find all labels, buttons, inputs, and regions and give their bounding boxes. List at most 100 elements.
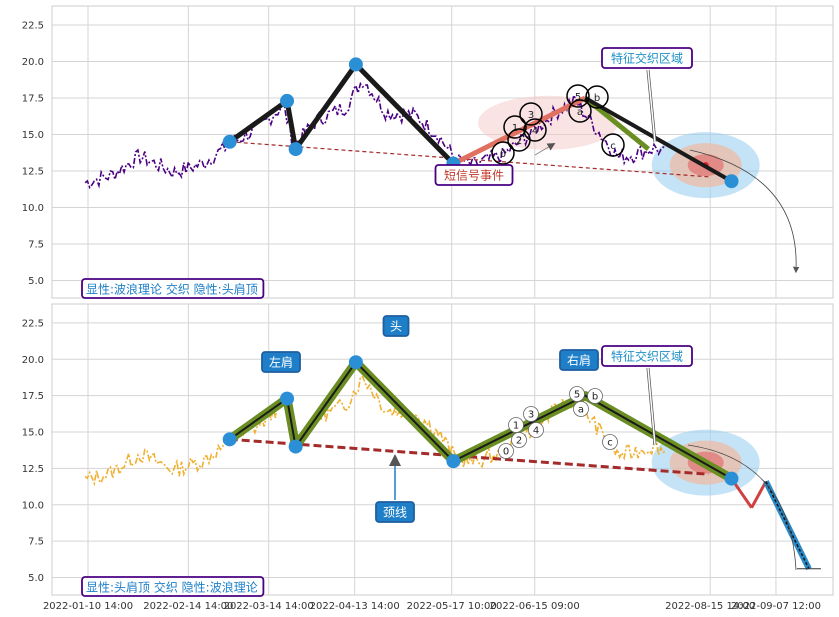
- x-tick-label: 2022-05-17 10:00: [407, 601, 497, 612]
- x-tick-label: 2022-09-07 12:00: [731, 601, 821, 612]
- impulse-wave: [452, 95, 587, 166]
- caption-box: [81, 576, 265, 597]
- wave-label-circle: [519, 102, 543, 126]
- wave-label-circle: [523, 118, 547, 142]
- swing-point-marker: [280, 93, 295, 108]
- y-tick-label: 15.0: [22, 130, 44, 141]
- interweave-zone-label: 特征交织区域: [611, 51, 683, 66]
- y-tick-label: 7.5: [28, 537, 44, 548]
- wave-label-circle: [498, 443, 514, 459]
- interweave-zone-label-box: [601, 47, 693, 69]
- wave-label-circle: [523, 406, 539, 422]
- bottom-panel: 5.0 7.5 10.0 12.5 15.0 17.5 20.0 22.5 2022-01-10…: [22, 303, 834, 612]
- wave-label-0: 0: [500, 149, 506, 160]
- neckline: [229, 141, 709, 178]
- wave-label-c: c: [607, 438, 613, 449]
- left-shoulder-label-box: [261, 351, 301, 373]
- wave-label-1: 1: [512, 123, 518, 134]
- neckline-label: 颈线: [383, 506, 407, 520]
- neckline-label-box: [375, 501, 415, 523]
- wave-label-circle: [585, 85, 609, 109]
- interweave-pointer-inner: [647, 69, 656, 143]
- swing-point-marker: [222, 134, 237, 149]
- swing-point-marker: [348, 355, 363, 370]
- x-tick-label: 2022-06-15 09:00: [490, 601, 580, 612]
- wave-label-circle: [601, 133, 625, 157]
- top-panel: 5.0 7.5 10.0 12.5 15.0 17.5 20.0 22.5 0 1 2 3 4 5 ab c 特…: [22, 5, 834, 299]
- wave-label-4: 4: [533, 426, 539, 437]
- swing-point-marker: [280, 391, 295, 406]
- pattern-line-right: [584, 96, 733, 183]
- interweave-zone-label: 特征交织区域: [611, 349, 683, 364]
- right-shoulder-label: 右肩: [567, 353, 591, 368]
- right-shoulder-label-box: [559, 349, 599, 371]
- x-tick-label: 2022-08-15 14:00: [665, 601, 755, 612]
- wave-label-3: 3: [528, 410, 534, 421]
- projection-target-dash: [765, 481, 810, 570]
- wave-label-circle: [602, 434, 618, 450]
- x-tick-label: 2022-04-13 14:00: [310, 601, 400, 612]
- left-shoulder-label: 左肩: [269, 355, 293, 370]
- wave-label-circle: [511, 432, 527, 448]
- wave-label-2: 2: [516, 136, 522, 147]
- price-line: [84, 376, 666, 487]
- wave-label-a: a: [578, 405, 584, 416]
- wave-label-circle: [587, 388, 603, 404]
- y-tick-label: 17.5: [22, 391, 44, 402]
- y-tick-label: 22.5: [22, 20, 44, 31]
- panel-caption: 显性:波浪理论 交织 隐性:头肩顶: [86, 282, 258, 297]
- wave-label-circle: [566, 84, 590, 108]
- wave-label-c: c: [610, 141, 616, 152]
- head-label: 头: [390, 320, 402, 334]
- swing-point-marker: [288, 439, 303, 454]
- x-tick-label: 2022-01-10 14:00: [43, 601, 133, 612]
- y-tick-label: 12.5: [22, 464, 44, 475]
- correction-wave: [583, 96, 650, 152]
- y-tick-label: 20.0: [22, 355, 44, 366]
- y-tick-label: 20.0: [22, 57, 44, 68]
- wave-label-4: 4: [532, 126, 538, 137]
- interweave-zone-label-box: [601, 345, 693, 367]
- swing-point-marker: [446, 454, 461, 469]
- wave-label-1: 1: [513, 421, 519, 432]
- wave-label-2: 2: [516, 436, 522, 447]
- y-tick-label: 22.5: [22, 318, 44, 329]
- y-tick-label: 10.0: [22, 203, 44, 214]
- wave-label-circle: [508, 417, 524, 433]
- wave-label-circle: [491, 141, 515, 165]
- y-tick-label: 7.5: [28, 239, 44, 250]
- price-line: [84, 81, 666, 190]
- x-tick-label: 2022-02-14 14:00: [143, 601, 233, 612]
- wave-label-circle: [528, 422, 544, 438]
- projection-up: [750, 480, 768, 509]
- y-tick-label: 10.0: [22, 500, 44, 511]
- short-signal-label-box: [434, 164, 514, 186]
- swing-point-marker: [348, 57, 363, 72]
- projection-arc: [687, 444, 797, 571]
- y-tick-label: 17.5: [22, 93, 44, 104]
- head-label-box: [382, 315, 410, 337]
- swing-point-marker: [222, 432, 237, 447]
- swing-point-marker: [724, 471, 739, 486]
- wave-label-circle: [568, 99, 592, 123]
- swing-point-marker: [288, 142, 303, 157]
- x-tick-label: 2022-03-14 14:00: [224, 601, 314, 612]
- wave-label-3: 3: [528, 110, 534, 121]
- wave-label-0: 0: [503, 447, 509, 458]
- wave-label-circle: [573, 401, 589, 417]
- swing-point-marker: [724, 174, 739, 189]
- caption-box: [81, 278, 265, 299]
- short-signal-arrow: [534, 142, 556, 156]
- y-tick-label: 5.0: [28, 276, 44, 287]
- wave-label-a: a: [577, 107, 583, 118]
- y-tick-label: 12.5: [22, 166, 44, 177]
- wave-label-5: 5: [574, 390, 580, 401]
- y-tick-label: 15.0: [22, 428, 44, 439]
- wave-label-b: b: [594, 93, 600, 104]
- projection-arc: [689, 149, 800, 274]
- wave-label-5: 5: [575, 92, 581, 103]
- wave-label-b: b: [592, 392, 598, 403]
- short-signal-label: 短信号事件: [444, 169, 504, 183]
- wave-label-circle: [569, 386, 585, 402]
